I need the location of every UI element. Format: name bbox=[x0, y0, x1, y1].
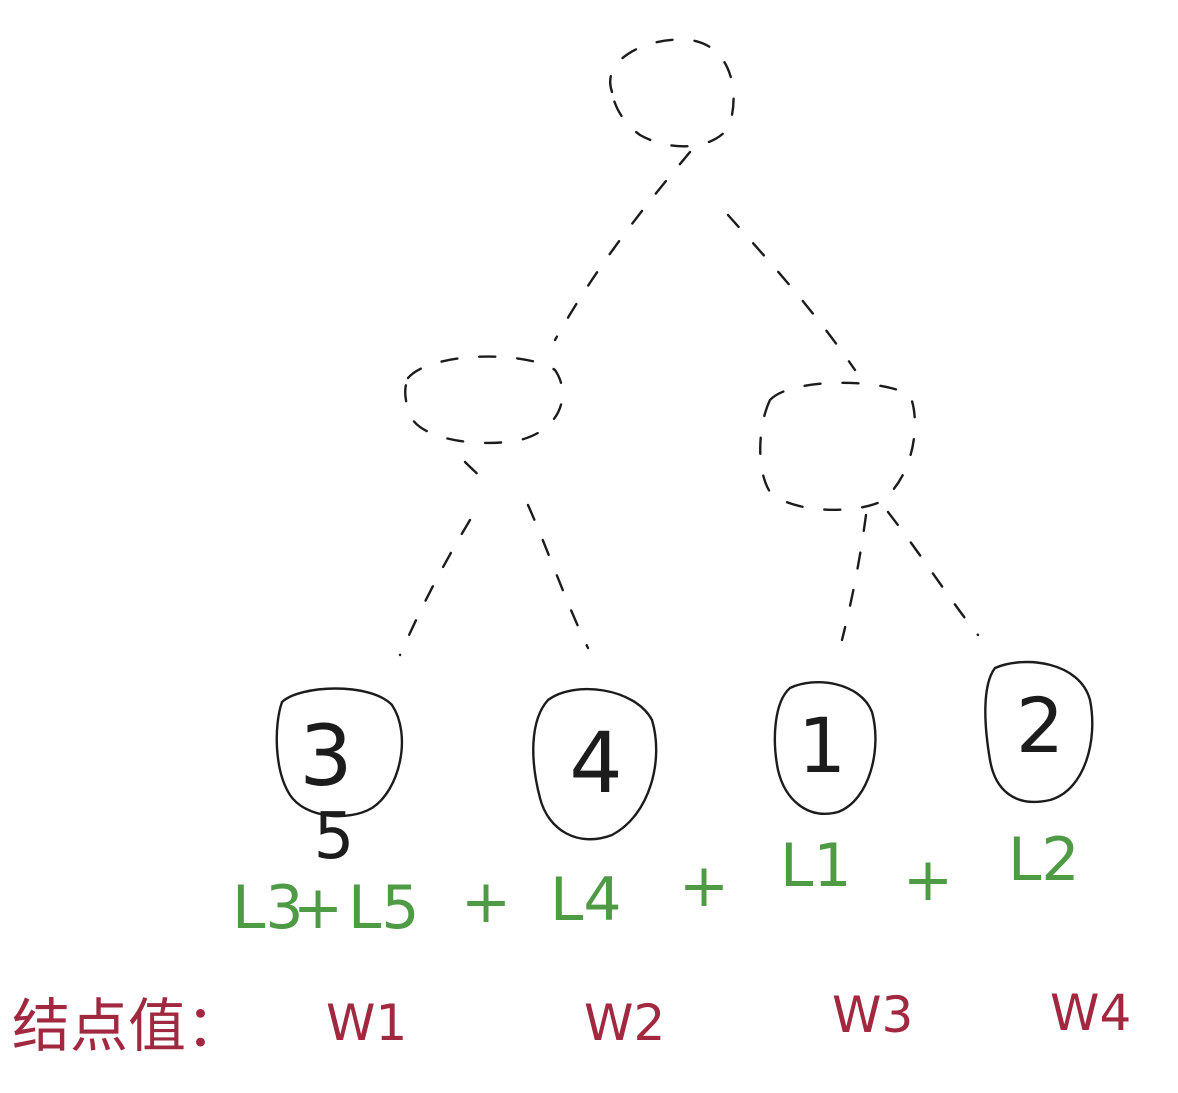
weight-W4: W4 bbox=[1050, 984, 1131, 1042]
left-internal-node bbox=[404, 355, 564, 445]
leaf-label-3: 3 bbox=[299, 707, 352, 805]
weight-W1: W1 bbox=[326, 994, 407, 1052]
edge-right-leaf3 bbox=[840, 513, 868, 642]
leaf-circle-2 bbox=[984, 660, 1094, 803]
edge-root-left bbox=[553, 150, 692, 342]
sum-term-L4: L4 bbox=[550, 865, 622, 935]
plus-sign-2: + bbox=[461, 867, 511, 937]
leaf-label-1: 1 bbox=[798, 701, 846, 790]
edge-right-leaf4 bbox=[886, 510, 980, 637]
weights-row: 结点值： W1 W2 W3 W4 bbox=[12, 984, 1131, 1060]
leaf-extra-label-5: 5 bbox=[314, 800, 355, 874]
leaf-circle-4 bbox=[532, 687, 658, 841]
leaf-nodes bbox=[275, 660, 1094, 841]
right-internal-node bbox=[759, 381, 917, 512]
dashed-tree bbox=[398, 38, 980, 657]
root-node bbox=[609, 38, 735, 148]
sum-term-L1: L1 bbox=[780, 831, 852, 901]
sum-term-L3: L3 bbox=[232, 873, 304, 943]
sum-row: L3 + L5 + L4 + L1 + L2 bbox=[232, 825, 1080, 943]
plus-sign-4: + bbox=[903, 845, 953, 915]
weight-W2: W2 bbox=[584, 994, 665, 1052]
plus-sign-3: + bbox=[679, 851, 729, 921]
leaf-label-4: 4 bbox=[569, 714, 622, 812]
sum-term-L5: L5 bbox=[348, 873, 420, 943]
plus-sign-1: + bbox=[293, 873, 343, 943]
leaf-labels: 3 5 4 1 2 bbox=[299, 681, 1064, 874]
leaf-circle-3 bbox=[275, 687, 404, 818]
edge-left-inner bbox=[463, 460, 492, 487]
edge-root-right bbox=[726, 213, 857, 372]
edge-left-leaf2 bbox=[526, 503, 590, 650]
weight-W3: W3 bbox=[832, 986, 913, 1044]
leaf-circle-1 bbox=[773, 681, 877, 815]
sum-term-L2: L2 bbox=[1008, 825, 1080, 895]
edge-left-leaf1 bbox=[398, 518, 472, 657]
leaf-label-2: 2 bbox=[1016, 681, 1064, 770]
weights-row-label: 结点值： bbox=[12, 992, 244, 1060]
